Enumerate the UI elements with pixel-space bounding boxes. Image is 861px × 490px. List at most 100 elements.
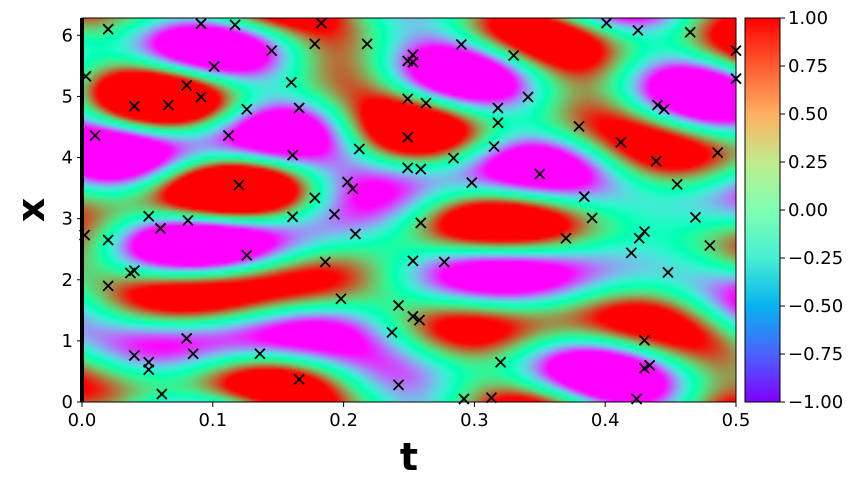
y-tick-label: 6 <box>62 25 73 46</box>
point-marker <box>102 234 114 246</box>
point-marker <box>309 192 321 204</box>
y-tick-label: 3 <box>62 209 73 230</box>
point-marker <box>182 214 194 227</box>
point-marker <box>402 93 414 105</box>
point-marker <box>328 208 341 221</box>
point-marker <box>407 310 419 323</box>
point-marker <box>353 143 365 155</box>
point-marker <box>347 183 359 195</box>
point-marker <box>651 99 664 111</box>
point-marker <box>407 56 419 68</box>
point-marker <box>293 102 305 114</box>
point-marker <box>407 255 419 267</box>
y-axis-ticks: 0 1 2 3 4 5 6 <box>62 25 82 413</box>
point-marker <box>222 129 235 142</box>
colorbar-ticks: 1.00 0.75 0.50 0.25 0.00 −0.25 −0.50 −0.75 −1.00 <box>780 8 843 413</box>
point-marker <box>492 117 504 129</box>
y-tick-label: 2 <box>62 270 73 291</box>
point-marker <box>143 210 155 222</box>
point-marker <box>689 211 702 224</box>
colorbar-tick-label: 0.00 <box>788 200 828 221</box>
point-marker <box>466 176 478 189</box>
x-tick-label: 0.5 <box>722 410 751 431</box>
point-marker <box>319 256 331 268</box>
point-marker <box>156 388 168 400</box>
point-marker <box>712 147 724 159</box>
point-marker <box>293 373 305 386</box>
point-marker <box>229 19 241 31</box>
point-marker <box>285 76 297 88</box>
point-marker <box>704 239 716 252</box>
point-marker <box>438 256 450 268</box>
point-marker <box>632 24 644 37</box>
point-marker <box>415 217 427 229</box>
point-marker <box>402 131 414 143</box>
y-tick-label: 1 <box>62 331 73 352</box>
point-marker <box>638 334 651 346</box>
point-marker <box>402 162 414 174</box>
point-marker <box>341 176 354 188</box>
point-marker <box>102 280 114 292</box>
point-marker <box>560 232 572 244</box>
point-marker <box>684 26 696 38</box>
point-marker <box>349 228 362 240</box>
x-axis-label: t <box>400 435 418 479</box>
point-marker <box>195 18 207 30</box>
point-marker <box>195 91 207 103</box>
x-tick-label: 0.2 <box>329 410 358 431</box>
heatmap-image <box>82 18 736 402</box>
point-marker <box>494 356 507 368</box>
point-marker <box>633 232 645 244</box>
point-marker <box>658 103 670 115</box>
colorbar-tick-label: 0.50 <box>788 104 828 125</box>
colorbar-tick-label: −0.50 <box>788 296 843 317</box>
point-marker <box>638 225 651 238</box>
point-marker <box>447 152 460 164</box>
colorbar-tick-label: −0.75 <box>788 344 843 365</box>
point-marker <box>80 70 92 82</box>
x-tick-label: 0.4 <box>591 410 620 431</box>
point-marker <box>485 392 498 404</box>
point-marker <box>492 102 504 114</box>
point-marker <box>392 299 405 312</box>
point-marker <box>488 140 500 153</box>
point-marker <box>415 163 427 175</box>
point-marker <box>102 23 114 35</box>
x-axis-ticks: 0.0 0.1 0.2 0.3 0.4 0.5 <box>68 402 751 431</box>
point-marker <box>254 348 266 360</box>
point-marker <box>392 379 405 391</box>
point-marker <box>208 60 220 73</box>
point-marker <box>650 155 662 167</box>
point-marker <box>586 212 598 224</box>
point-marker <box>671 178 683 191</box>
point-marker <box>181 332 193 345</box>
colorbar-tick-label: 1.00 <box>788 8 828 29</box>
colorbar-tick-label: −0.25 <box>788 248 843 269</box>
point-marker <box>600 17 613 29</box>
point-marker <box>578 191 590 203</box>
colorbar <box>744 17 781 403</box>
y-axis-label: x <box>9 198 53 223</box>
point-marker <box>78 229 91 241</box>
point-marker <box>413 314 426 326</box>
point-marker <box>286 211 299 223</box>
point-marker <box>420 97 432 109</box>
colorbar-tick-label: 0.25 <box>788 152 828 173</box>
colorbar-tick-label: 0.75 <box>788 56 828 77</box>
point-marker <box>508 49 520 62</box>
point-marker <box>181 79 193 92</box>
point-marker <box>241 103 253 115</box>
x-tick-label: 0.1 <box>198 410 227 431</box>
point-marker <box>662 266 674 279</box>
x-tick-label: 0.3 <box>460 410 489 431</box>
point-marker <box>143 363 155 376</box>
point-marker <box>361 38 373 50</box>
colorbar-tick-label: −1.00 <box>788 392 843 413</box>
point-marker <box>128 349 140 362</box>
point-marker <box>615 136 627 148</box>
point-marker <box>335 293 347 305</box>
point-marker <box>89 129 101 142</box>
y-tick-label: 4 <box>62 148 73 169</box>
point-marker <box>286 149 299 161</box>
